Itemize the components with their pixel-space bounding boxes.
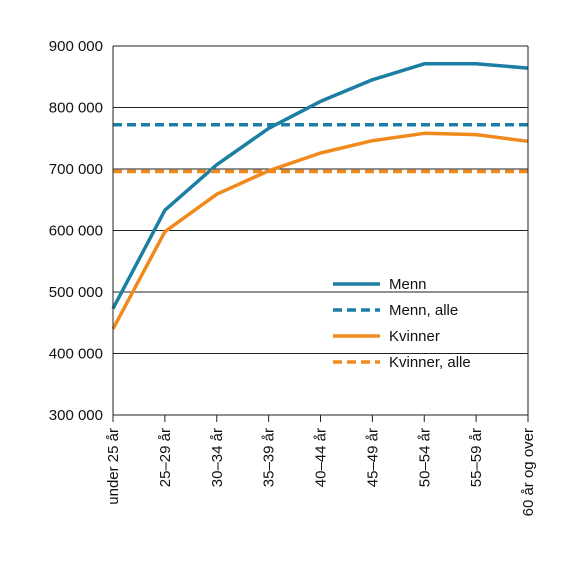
legend: Menn Menn, alle Kvinner Kvinner, alle [333,276,471,371]
x-tick-label: 55–59 år [468,428,485,487]
legend-label-3: Kvinner, alle [389,354,471,371]
x-tick-label: 50–54 år [416,428,433,487]
x-tick-label: 35–39 år [261,428,278,487]
series-lines [111,62,529,330]
legend-label-2: Kvinner [389,328,440,345]
y-tick-label: 500 000 [49,284,103,301]
x-tick-label: 40–44 år [313,428,330,487]
y-tick-label: 800 000 [49,100,103,117]
gridlines [113,45,528,416]
x-tick-label: 30–34 år [209,428,226,487]
x-tick-label: under 25 år [105,428,122,505]
y-tick-label: 300 000 [49,407,103,424]
legend-label-0: Menn [389,276,427,293]
series-line-2 [111,131,529,330]
axes: 300 000 400 000 500 000 600 000 700 000 800 0… [49,38,537,516]
y-tick-label: 700 000 [49,161,103,178]
legend-label-1: Menn, alle [389,302,458,319]
x-tick-label: 25–29 år [157,428,174,487]
x-tick-label: 60 år og over [520,428,537,516]
series-line-0 [111,62,529,310]
y-tick-label: 400 000 [49,346,103,363]
y-tick-label: 600 000 [49,223,103,240]
y-tick-label: 900 000 [49,38,103,55]
x-tick-label: 45–49 år [364,428,381,487]
